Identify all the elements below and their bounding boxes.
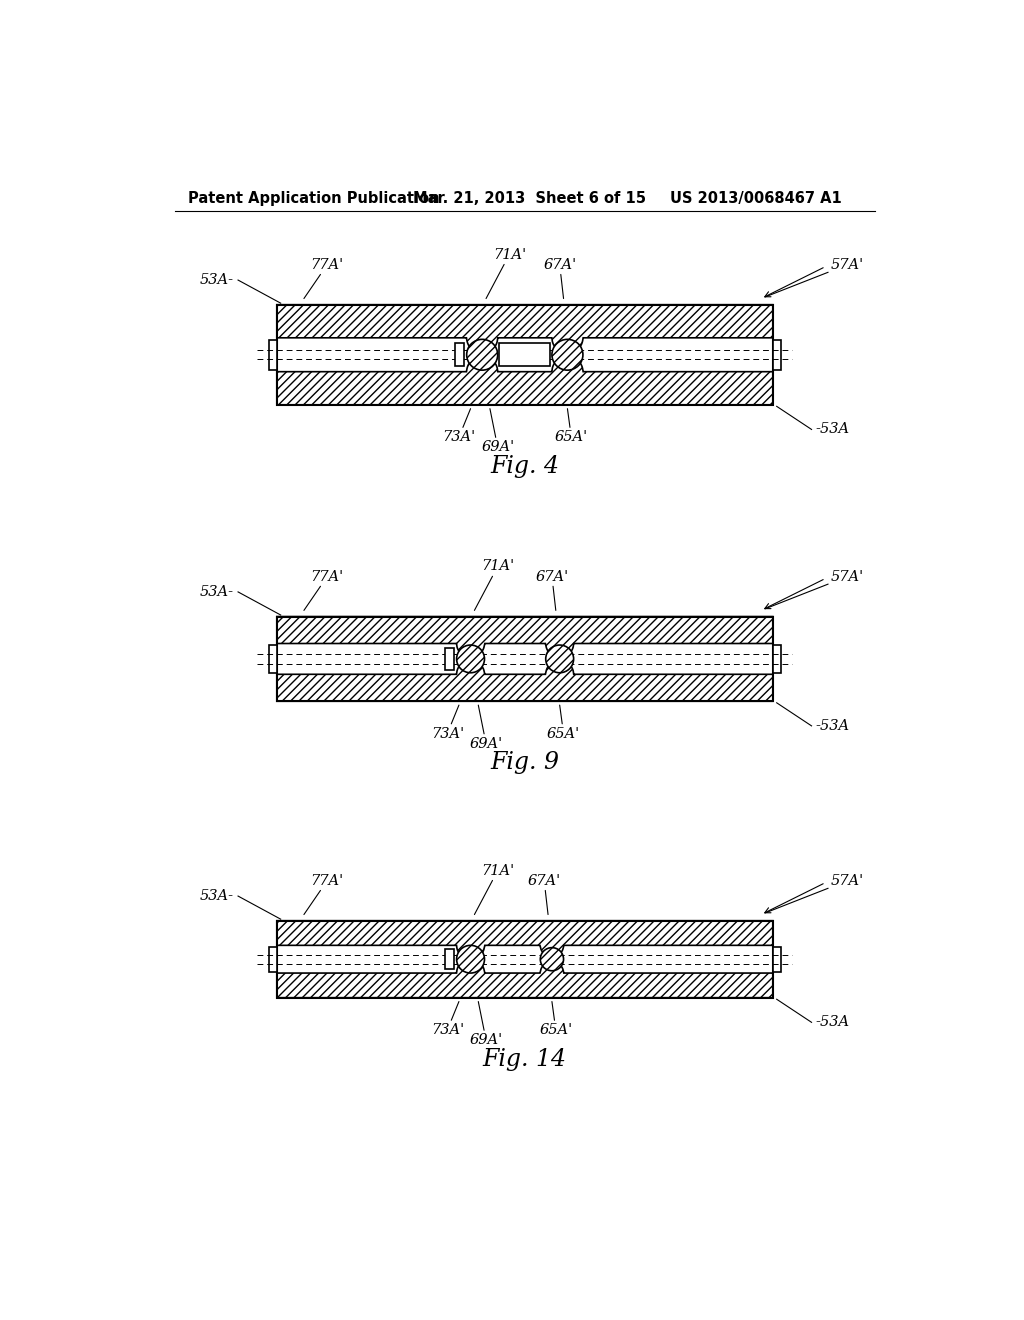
Polygon shape — [276, 616, 773, 657]
Bar — [773, 946, 780, 972]
Text: 67A': 67A' — [543, 257, 577, 298]
Bar — [269, 339, 276, 370]
Text: 77A': 77A' — [304, 874, 344, 915]
Circle shape — [457, 645, 484, 673]
Text: 53A-: 53A- — [200, 585, 234, 599]
Bar — [773, 339, 780, 370]
Bar — [276, 305, 773, 405]
Text: 71A': 71A' — [486, 248, 526, 298]
Bar — [445, 949, 455, 969]
Text: 77A': 77A' — [304, 257, 344, 298]
Polygon shape — [276, 660, 773, 701]
Circle shape — [552, 339, 583, 370]
Text: 69A': 69A' — [469, 1002, 503, 1047]
Bar — [445, 648, 455, 669]
Bar — [500, 343, 550, 367]
Polygon shape — [276, 960, 773, 998]
Text: -53A: -53A — [815, 1015, 850, 1030]
Text: 57A': 57A' — [765, 569, 864, 609]
Text: 73A': 73A' — [431, 705, 464, 741]
Text: 65A': 65A' — [555, 409, 588, 444]
Bar — [269, 645, 276, 673]
Text: US 2013/0068467 A1: US 2013/0068467 A1 — [671, 191, 843, 206]
Circle shape — [467, 339, 498, 370]
Polygon shape — [276, 356, 773, 405]
Text: 71A': 71A' — [474, 863, 514, 915]
Text: -53A: -53A — [815, 422, 850, 437]
Text: -53A: -53A — [815, 719, 850, 733]
Text: 71A': 71A' — [474, 560, 514, 610]
Text: Patent Application Publication: Patent Application Publication — [188, 191, 440, 206]
Bar — [276, 616, 773, 701]
Text: 57A': 57A' — [765, 874, 864, 913]
Text: 57A': 57A' — [765, 257, 864, 297]
Text: Fig. 9: Fig. 9 — [490, 751, 559, 775]
Text: Fig. 14: Fig. 14 — [482, 1048, 567, 1071]
Text: 67A': 67A' — [527, 874, 561, 915]
Text: 73A': 73A' — [442, 409, 475, 444]
Text: 77A': 77A' — [304, 569, 344, 610]
Text: Mar. 21, 2013  Sheet 6 of 15: Mar. 21, 2013 Sheet 6 of 15 — [414, 191, 646, 206]
Polygon shape — [276, 921, 773, 960]
Circle shape — [541, 948, 563, 970]
Bar — [773, 645, 780, 673]
Text: 69A': 69A' — [469, 705, 503, 751]
Text: 65A': 65A' — [547, 705, 581, 741]
Circle shape — [457, 945, 484, 973]
Text: 53A-: 53A- — [200, 890, 234, 903]
Text: 67A': 67A' — [536, 569, 568, 610]
Text: 65A': 65A' — [540, 1002, 572, 1038]
Text: Fig. 4: Fig. 4 — [490, 455, 559, 478]
Circle shape — [546, 645, 573, 673]
Bar — [269, 946, 276, 972]
Text: 69A': 69A' — [481, 409, 514, 454]
Text: 53A-: 53A- — [200, 273, 234, 286]
Bar — [276, 921, 773, 998]
Text: 73A': 73A' — [431, 1002, 464, 1038]
Bar — [455, 343, 464, 367]
Polygon shape — [276, 305, 773, 354]
